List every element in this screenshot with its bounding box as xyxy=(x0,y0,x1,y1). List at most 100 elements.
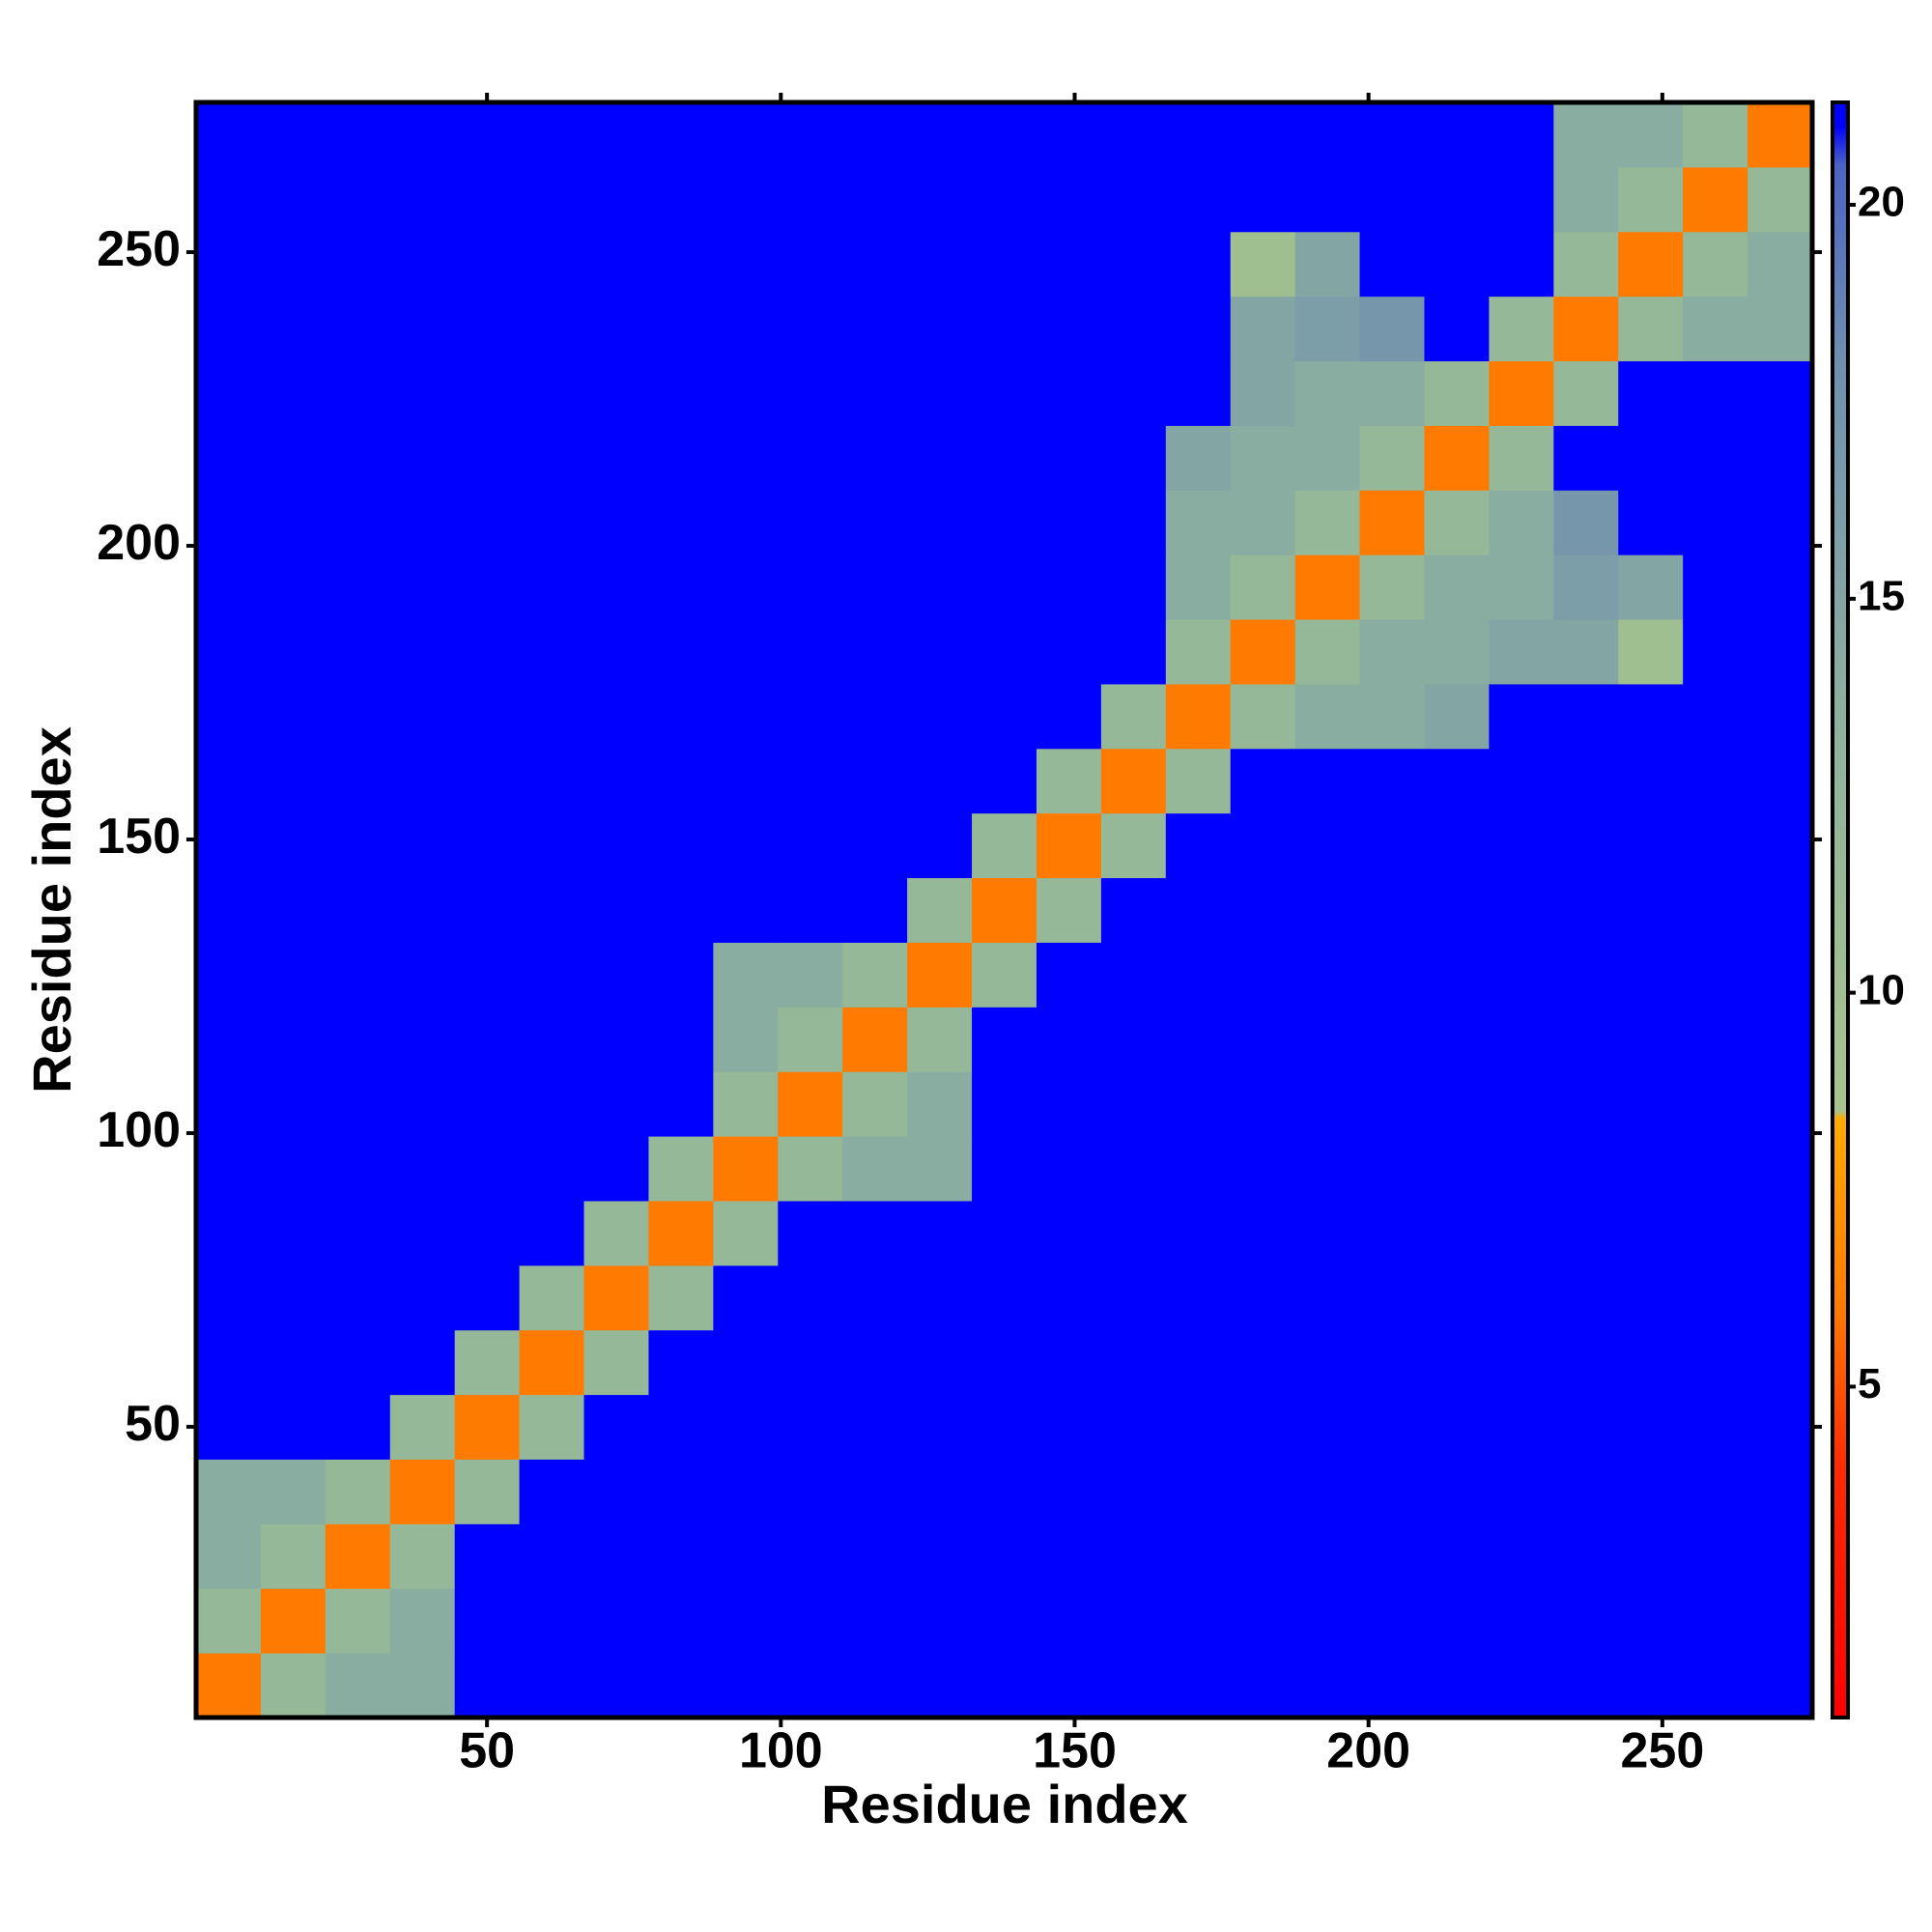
heatmap-cell xyxy=(1230,1653,1296,1719)
heatmap-cell xyxy=(519,425,585,491)
heatmap-cell xyxy=(1294,1136,1361,1202)
heatmap-cell xyxy=(778,1653,843,1719)
heatmap-cell xyxy=(1618,296,1684,362)
heatmap-cell xyxy=(583,1136,649,1202)
heatmap-cell xyxy=(1489,683,1554,750)
heatmap-cell xyxy=(1683,748,1748,814)
heatmap-cell xyxy=(1230,942,1296,1008)
heatmap-cell xyxy=(713,231,779,298)
heatmap-cell xyxy=(454,942,521,1008)
heatmap-cell xyxy=(648,1329,714,1396)
heatmap-cell xyxy=(1359,425,1425,491)
heatmap-cell xyxy=(842,360,908,426)
heatmap-cell xyxy=(1424,812,1490,879)
heatmap-cell xyxy=(519,490,585,555)
heatmap-cell xyxy=(1230,1459,1296,1524)
heatmap-cell xyxy=(454,748,521,814)
heatmap-cell xyxy=(389,231,456,298)
heatmap-cell xyxy=(583,166,649,233)
heatmap-cell xyxy=(907,231,973,298)
heatmap-cell xyxy=(1553,942,1619,1008)
heatmap-cell xyxy=(1553,683,1619,750)
heatmap-cell xyxy=(196,683,262,750)
heatmap-cell xyxy=(454,1394,521,1460)
heatmap-cell xyxy=(1359,296,1425,362)
heatmap-cell xyxy=(1489,296,1554,362)
heatmap-cell xyxy=(1294,102,1361,168)
heatmap-cell xyxy=(1036,1136,1102,1202)
heatmap-cell xyxy=(519,231,585,298)
heatmap-cell xyxy=(454,812,521,879)
heatmap-cell xyxy=(196,166,262,233)
heatmap-cell xyxy=(1230,812,1296,879)
y-tick-label: 200 xyxy=(97,515,181,571)
heatmap-cell xyxy=(713,1523,779,1589)
heatmap-cell xyxy=(778,1394,843,1460)
heatmap-cell xyxy=(1747,425,1813,491)
heatmap-cell xyxy=(1489,1459,1554,1524)
heatmap-cell xyxy=(713,425,779,491)
heatmap-cell xyxy=(648,942,714,1008)
heatmap-cell xyxy=(907,1329,973,1396)
heatmap-cell xyxy=(778,1329,843,1396)
x-tick-label: 250 xyxy=(1620,1723,1704,1779)
heatmap-cell xyxy=(1424,1394,1490,1460)
heatmap-cell xyxy=(1747,1523,1813,1589)
heatmap-cell xyxy=(1683,1200,1748,1266)
heatmap-cell xyxy=(972,425,1037,491)
heatmap-cell xyxy=(1230,619,1296,685)
heatmap-cell xyxy=(1553,1071,1619,1137)
heatmap-cell xyxy=(1424,296,1490,362)
heatmap-cell xyxy=(1100,102,1167,168)
heatmap-cell xyxy=(1294,166,1361,233)
heatmap-cell xyxy=(972,490,1037,555)
heatmap-cell xyxy=(196,1459,262,1524)
heatmap-cell xyxy=(842,166,908,233)
heatmap-cell xyxy=(1036,1007,1102,1072)
y-tick-label: 250 xyxy=(97,221,181,277)
heatmap-cell xyxy=(972,942,1037,1008)
heatmap-cell xyxy=(454,490,521,555)
heatmap-cell xyxy=(907,1200,973,1266)
heatmap-cell xyxy=(389,683,456,750)
heatmap-cell xyxy=(1036,619,1102,685)
heatmap-cell xyxy=(454,1459,521,1524)
heatmap-cell xyxy=(842,490,908,555)
heatmap-cell xyxy=(196,1200,262,1266)
heatmap-cell xyxy=(454,1007,521,1072)
heatmap-cell xyxy=(1553,425,1619,491)
heatmap-cell xyxy=(1553,619,1619,685)
colorbar-tick-label: 10 xyxy=(1858,966,1905,1013)
heatmap-cell xyxy=(1100,231,1167,298)
heatmap-cell xyxy=(1424,490,1490,555)
heatmap-cell xyxy=(842,425,908,491)
heatmap-cell xyxy=(1294,1200,1361,1266)
heatmap-cell xyxy=(1553,1329,1619,1396)
heatmap-cell xyxy=(713,1200,779,1266)
heatmap-cell xyxy=(713,490,779,555)
heatmap-cell xyxy=(389,1523,456,1589)
heatmap-cell xyxy=(1165,1653,1232,1719)
heatmap-cell xyxy=(713,748,779,814)
heatmap-cell xyxy=(1489,812,1554,879)
heatmap-cell xyxy=(260,1200,327,1266)
heatmap-cell xyxy=(842,1200,908,1266)
heatmap-cell xyxy=(389,1264,456,1331)
heatmap-cell xyxy=(1747,554,1813,620)
heatmap-cell xyxy=(583,942,649,1008)
heatmap-cell xyxy=(842,1523,908,1589)
heatmap-cell xyxy=(583,360,649,426)
heatmap-cell xyxy=(325,1264,391,1331)
heatmap-cell xyxy=(1359,683,1425,750)
heatmap-cell xyxy=(907,1264,973,1331)
heatmap-cell xyxy=(842,877,908,943)
heatmap-cell xyxy=(713,102,779,168)
heatmap-cell xyxy=(583,812,649,879)
heatmap-cell xyxy=(713,1264,779,1331)
heatmap-cell xyxy=(1036,1200,1102,1266)
heatmap-cell xyxy=(519,683,585,750)
heatmap-cell xyxy=(778,1200,843,1266)
heatmap-cell xyxy=(1683,102,1748,168)
heatmap-cell xyxy=(1165,1329,1232,1396)
heatmap-cell xyxy=(260,1653,327,1719)
